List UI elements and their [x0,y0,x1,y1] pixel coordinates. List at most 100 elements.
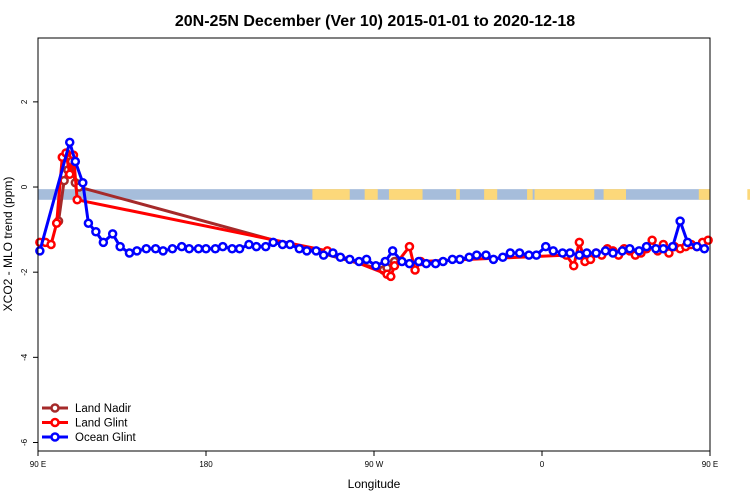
data-point [438,256,448,267]
data-point [389,261,400,271]
data-point [647,235,657,245]
legend-item: Land Glint [42,418,128,430]
chart-title: 20N-25N December (Ver 10) 2015-01-01 to … [175,13,575,30]
data-point [64,169,75,179]
data-point [132,246,142,256]
data-point [335,252,346,263]
series-layer [35,137,713,282]
land-patch [603,189,626,200]
data-point [107,229,118,239]
data-point [703,235,713,245]
land-patch [698,189,710,200]
data-point [624,244,635,254]
data-point [421,258,432,269]
data-point [699,244,710,254]
data-point [98,237,109,248]
data-point [617,246,628,256]
data-point [91,226,101,237]
data-point [244,239,254,250]
data-point [505,248,516,258]
data-point [115,241,125,252]
data-point [471,250,482,260]
y-tick-label: 2 [20,99,29,104]
land-patch [484,189,498,200]
data-point [371,261,381,271]
data-point [380,256,390,267]
y-tick-label: -6 [20,438,29,446]
data-point [141,244,152,254]
x-tick-label: 90 E [702,460,718,469]
data-point [568,261,579,271]
data-point [218,241,228,252]
legend-label: Land Glint [75,418,128,430]
data-point [294,244,305,254]
legend-marker [50,417,60,428]
data-point [260,241,271,252]
data-point [447,254,458,265]
data-point [387,246,398,256]
data-point [210,244,221,254]
data-point [176,241,187,252]
land-patch [364,189,378,200]
data-point [386,271,396,282]
data-point [540,241,551,252]
data-point [354,256,364,267]
data-point [498,252,508,263]
data-point [70,156,81,167]
x-tick-label: 0 [540,460,545,469]
x-tick-label: 90 E [30,460,46,469]
data-point [634,246,644,256]
data-point [608,248,618,258]
y-axis-label: XCO2 - MLO trend (ppm) [1,177,15,312]
series-line [57,159,396,272]
data-point [184,244,194,254]
data-point [524,250,534,260]
data-point [582,248,592,258]
series-line [39,151,709,278]
land-patch [388,189,423,200]
data-point [268,237,278,248]
data-point [430,258,441,269]
data-point [455,254,465,265]
data-point [167,244,178,254]
data-point [46,239,56,250]
x-tick-label: 180 [199,460,213,469]
data-point [361,254,372,265]
data-point [234,244,245,254]
data-point [311,246,321,256]
data-point [641,241,652,252]
land-patch [534,189,595,200]
data-point [404,241,415,252]
data-point [158,246,168,256]
data-point [318,250,329,260]
data-point [692,241,702,252]
x-tick-label: 90 W [365,460,384,469]
land-patch [747,189,750,200]
y-tick-label: 0 [20,184,29,189]
legend-marker [50,403,60,413]
data-point [277,239,288,250]
data-point [35,246,45,256]
data-point [285,239,295,250]
data-point [83,218,94,228]
x-axis: 90 E 180 90 W 0 90 E [30,451,718,469]
data-point [651,244,661,254]
data-point [302,246,312,256]
data-point [600,246,611,256]
data-point [488,254,499,265]
legend-item: Ocean Glint [42,432,137,444]
data-point [574,237,585,248]
data-point [328,248,338,258]
data-point [464,252,474,263]
data-point [548,246,558,256]
data-point [565,248,575,258]
land-patch [312,189,350,200]
data-point [72,195,82,205]
data-point [682,237,693,248]
land-patch [527,189,533,200]
data-point [397,256,407,267]
data-point [591,248,601,258]
y-tick-label: -4 [20,353,29,361]
series-land-glint [35,148,713,282]
